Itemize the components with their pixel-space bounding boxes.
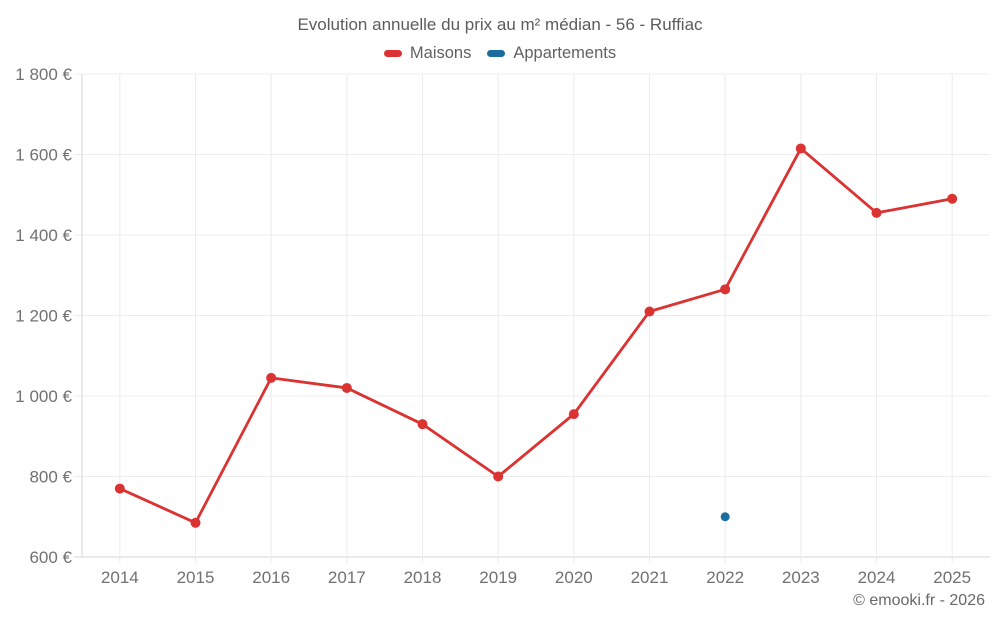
x-axis-label-2021: 2021 (631, 568, 669, 587)
x-axis-label-2018: 2018 (404, 568, 442, 587)
maisons-point-2014[interactable] (114, 483, 125, 494)
x-axis-label-2020: 2020 (555, 568, 593, 587)
y-axis-label-1800: 1 800 € (15, 65, 72, 84)
appartements-color-swatch-icon (487, 50, 506, 57)
x-axis-label-2024: 2024 (858, 568, 896, 587)
y-axis-label-800: 800 € (29, 468, 72, 487)
x-axis-label-2016: 2016 (252, 568, 290, 587)
y-axis-label-1000: 1 000 € (15, 387, 72, 406)
maisons-point-2023[interactable] (795, 143, 806, 154)
watermark-credit: © emooki.fr - 2026 (853, 592, 985, 609)
y-axis-label-600: 600 € (29, 548, 72, 567)
maisons-point-2022[interactable] (720, 284, 731, 295)
legend-item-maisons[interactable]: Maisons (383, 44, 472, 63)
maisons-color-swatch-icon (383, 50, 402, 57)
maisons-line (118, 147, 954, 525)
maisons-point-2018[interactable] (417, 419, 428, 430)
y-axis-label-1600: 1 600 € (15, 146, 72, 165)
maisons-point-2020[interactable] (568, 409, 579, 420)
x-axis-label-2017: 2017 (328, 568, 366, 587)
y-axis-label-1400: 1 400 € (15, 226, 72, 245)
x-axis-label-2022: 2022 (706, 568, 744, 587)
legend-label-appartements: Appartements (513, 44, 617, 62)
x-axis-label-2023: 2023 (782, 568, 820, 587)
legend-label-maisons: Maisons (409, 44, 472, 62)
legend: Maisons Appartements (0, 44, 1000, 63)
x-axis-label-2025: 2025 (933, 568, 971, 587)
maisons-point-2015[interactable] (190, 517, 201, 528)
maisons-point-2025[interactable] (947, 193, 958, 204)
chart-title: Evolution annuelle du prix au m² médian … (297, 15, 703, 34)
maisons-point-2021[interactable] (644, 306, 655, 317)
x-axis-label-2015: 2015 (177, 568, 215, 587)
x-axis-label-2014: 2014 (101, 568, 139, 587)
legend-item-appartements[interactable]: Appartements (487, 44, 616, 63)
maisons-point-2024[interactable] (871, 207, 882, 218)
appartements-point-2022[interactable] (720, 512, 730, 522)
x-axis-label-2019: 2019 (479, 568, 517, 587)
maisons-point-2017[interactable] (341, 382, 352, 393)
maisons-point-2019[interactable] (493, 471, 504, 482)
y-axis-label-1200: 1 200 € (15, 307, 72, 326)
maisons-point-2016[interactable] (266, 372, 277, 383)
